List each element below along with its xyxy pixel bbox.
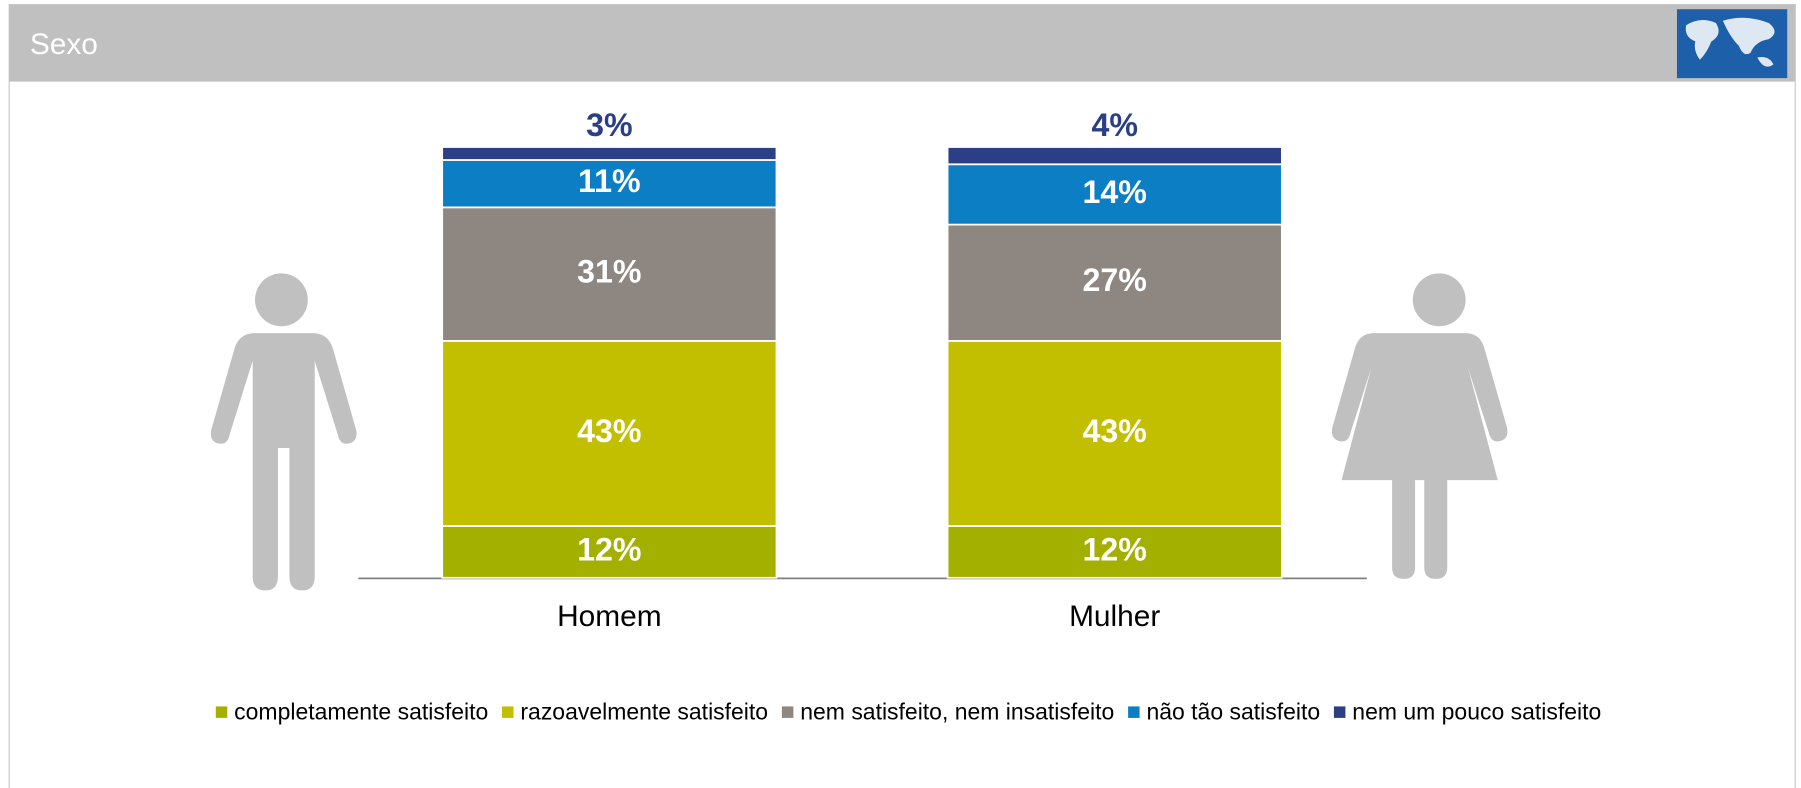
data-label: 4% — [1091, 107, 1137, 143]
legend-label: razoavelmente satisfeito — [520, 698, 768, 724]
x-tick-label: Homem — [557, 600, 662, 633]
chart-title: Sexo — [30, 28, 98, 61]
legend-label: nem satisfeito, nem insatisfeito — [800, 698, 1114, 724]
data-label: 43% — [1083, 413, 1147, 449]
bar-segment — [946, 340, 1283, 527]
data-label: 12% — [577, 531, 641, 567]
data-label: 14% — [1083, 174, 1147, 210]
data-label: 31% — [577, 254, 641, 290]
legend-swatch — [1333, 706, 1346, 718]
globe-icon — [1676, 9, 1788, 79]
header-bar — [9, 4, 1796, 82]
bar-segment — [441, 159, 778, 209]
legend-label: completamente satisfeito — [234, 698, 488, 724]
bar-segment — [946, 525, 1283, 579]
legend-swatch — [502, 706, 514, 718]
data-label: 11% — [578, 163, 641, 199]
bar-segment — [441, 146, 778, 161]
data-label: 43% — [577, 413, 641, 449]
legend-label: não tão satisfeito — [1146, 698, 1320, 724]
data-label: 3% — [586, 107, 632, 143]
data-label: 12% — [1083, 531, 1147, 567]
man-icon — [210, 273, 357, 591]
legend-swatch — [215, 706, 228, 718]
legend-swatch — [781, 706, 794, 718]
woman-icon — [1331, 273, 1508, 579]
data-label: 27% — [1083, 262, 1147, 298]
bar-segment — [441, 340, 778, 527]
x-tick-label: Mulher — [1069, 600, 1160, 633]
bar-segment — [946, 223, 1283, 342]
legend-swatch — [1128, 706, 1140, 718]
legend-label: nem um pouco satisfeito — [1352, 698, 1601, 724]
bar-segment — [441, 206, 778, 342]
bar-segment — [946, 146, 1283, 166]
